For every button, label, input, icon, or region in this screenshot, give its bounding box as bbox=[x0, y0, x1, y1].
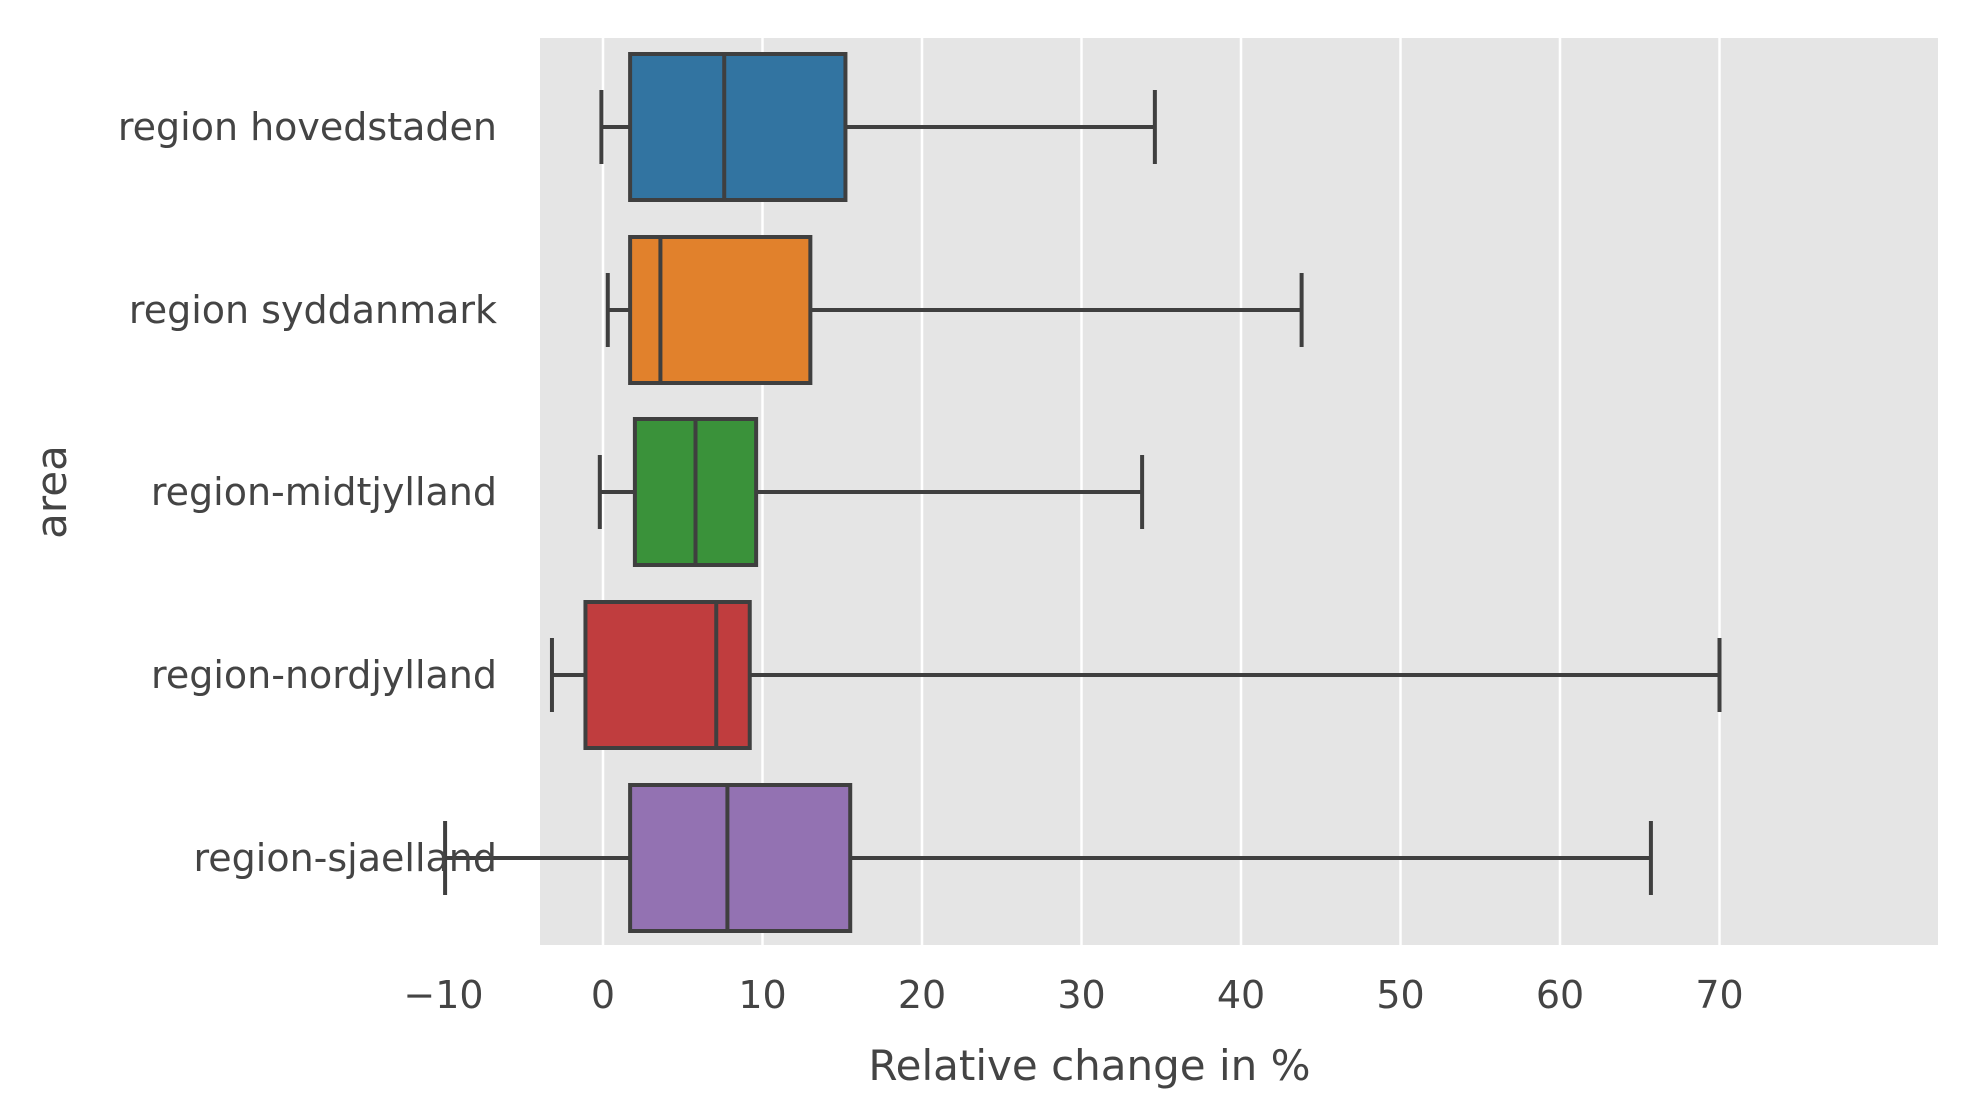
x-tick-label: 0 bbox=[591, 973, 615, 1017]
x-tick-label: 30 bbox=[1057, 973, 1105, 1017]
category-label: region-sjaelland bbox=[193, 836, 497, 880]
box-iqr bbox=[628, 235, 813, 385]
box-iqr bbox=[583, 600, 752, 750]
category-label: region-nordjylland bbox=[151, 653, 497, 697]
x-tick-label: 40 bbox=[1217, 973, 1265, 1017]
x-axis-label: Relative change in % bbox=[868, 1041, 1310, 1090]
category-label: region hovedstaden bbox=[118, 105, 497, 149]
box-group bbox=[599, 52, 1157, 202]
category-labels: region hovedstaden region syddanmark regio… bbox=[118, 105, 497, 880]
x-tick-label: 60 bbox=[1536, 973, 1584, 1017]
box-group bbox=[549, 600, 1722, 750]
box-iqr bbox=[628, 783, 853, 933]
x-tick-label: 10 bbox=[738, 973, 786, 1017]
box-iqr bbox=[628, 52, 848, 202]
x-tick-label: −10 bbox=[403, 973, 483, 1017]
boxes bbox=[443, 52, 1722, 933]
category-label: region-midtjylland bbox=[151, 470, 497, 514]
x-tick-label: 20 bbox=[898, 973, 946, 1017]
x-tick-label: 70 bbox=[1695, 973, 1743, 1017]
x-tick-labels: −10 0 10 20 30 40 50 60 70 bbox=[403, 973, 1743, 1017]
box-group bbox=[597, 417, 1145, 567]
box-group bbox=[605, 235, 1304, 385]
x-tick-label: 50 bbox=[1376, 973, 1424, 1017]
y-axis-label: area bbox=[27, 445, 76, 539]
category-label: region syddanmark bbox=[129, 288, 497, 332]
box-group bbox=[443, 783, 1653, 933]
